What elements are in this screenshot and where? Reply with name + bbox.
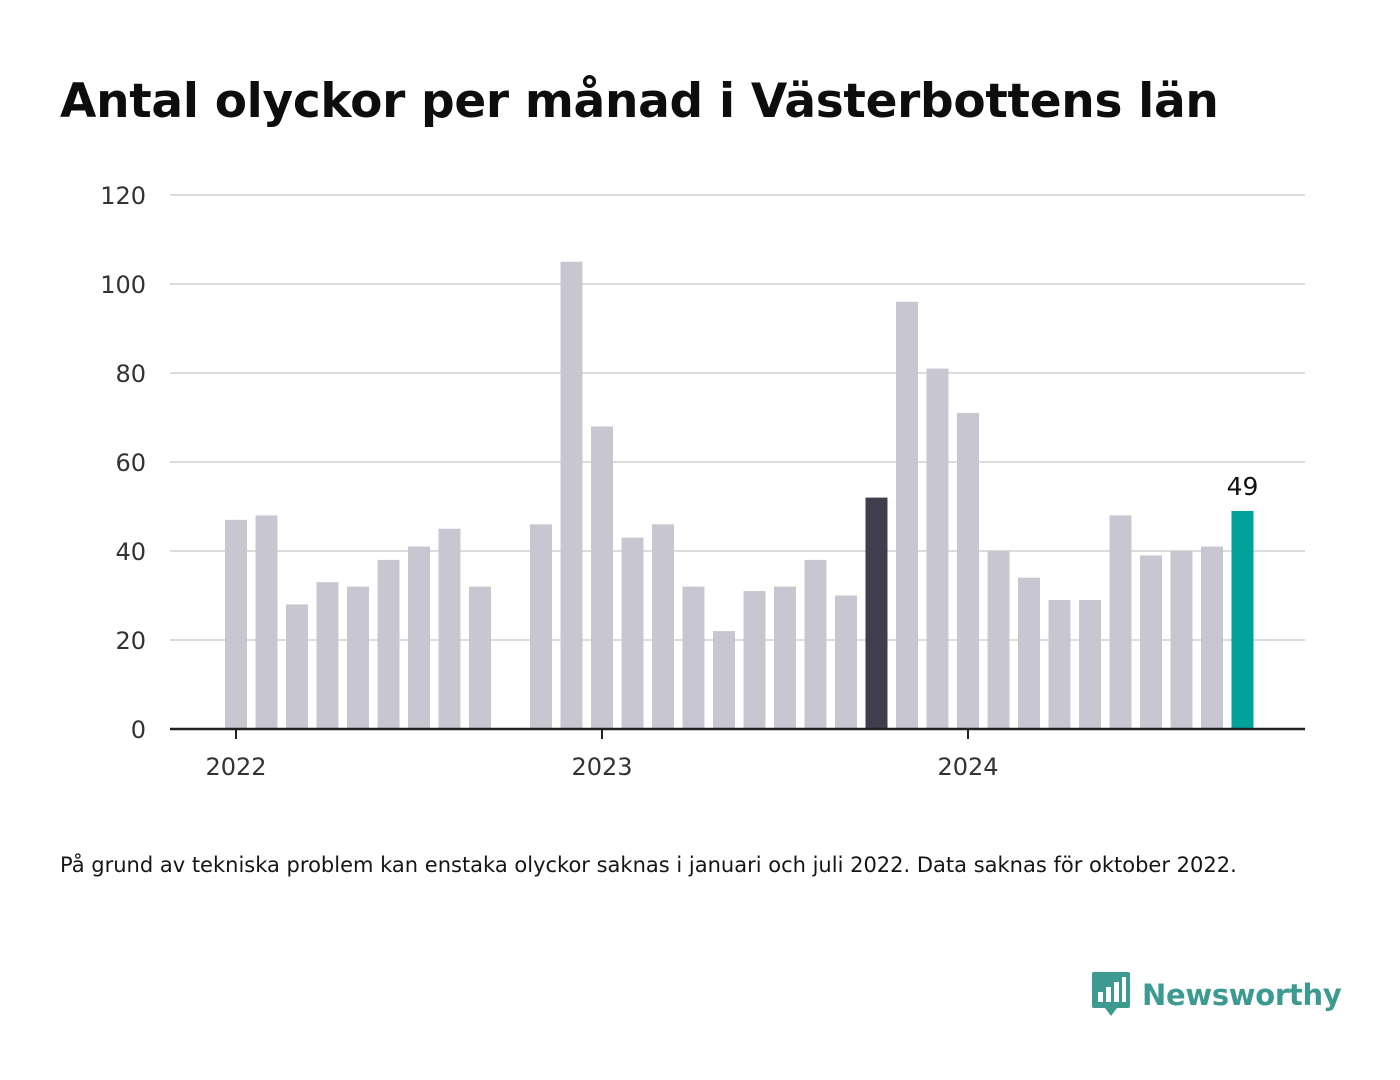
bar-chart-speech-bubble-icon (1092, 972, 1130, 1016)
bar-2023-01 (591, 426, 613, 729)
data-labels: 49 (1227, 472, 1259, 501)
bars (225, 261, 1254, 729)
bar-2023-03 (652, 524, 674, 729)
y-axis-tick-labels: 0 20 40 60 80 100 120 (100, 182, 146, 744)
bar-2023-08 (804, 559, 827, 729)
bar-2023-06 (743, 591, 766, 729)
bar-2023-05 (713, 631, 735, 729)
bar-2024-10 (1231, 510, 1254, 729)
bar-2024-02 (987, 551, 1010, 729)
bar-2022-07 (408, 546, 430, 729)
bar-2024-05 (1079, 599, 1101, 729)
bar-2024-09 (1201, 546, 1223, 729)
bar-2022-06 (377, 559, 400, 729)
bar-2024-06 (1109, 515, 1132, 729)
bar-2022-12 (560, 261, 583, 729)
bar-2023-07 (774, 586, 796, 729)
bar-2022-04 (316, 582, 339, 729)
x-tick-label: 2024 (937, 753, 998, 781)
brand-name: Newsworthy (1142, 978, 1342, 1012)
y-tick-label: 120 (100, 182, 146, 210)
x-axis-tick-labels: 2022 2023 2024 (205, 729, 999, 781)
bar-2023-09 (835, 595, 857, 729)
footnote: På grund av tekniska problem kan enstaka… (60, 853, 1237, 877)
bar-2022-02 (255, 515, 278, 729)
y-tick-label: 100 (100, 271, 146, 299)
bar-2022-11 (530, 524, 552, 729)
data-label-2024-10: 49 (1227, 472, 1259, 501)
bar-2023-04 (682, 586, 705, 729)
bar-2024-01 (957, 413, 979, 729)
bar-2022-03 (286, 604, 308, 729)
bar-2023-11 (896, 301, 918, 729)
bar-2024-04 (1048, 599, 1071, 729)
x-tick-label: 2023 (571, 753, 632, 781)
bar-2024-08 (1170, 551, 1193, 729)
bar-chart: 0 20 40 60 80 100 120 2022 2023 2024 49 (100, 182, 1305, 781)
bar-2024-03 (1018, 577, 1040, 729)
y-tick-label: 20 (115, 627, 146, 655)
bar-2022-01 (225, 519, 247, 729)
gridlines (170, 194, 1305, 641)
bar-2022-05 (347, 586, 369, 729)
y-tick-label: 40 (115, 538, 146, 566)
y-tick-label: 80 (115, 360, 146, 388)
y-tick-label: 60 (115, 449, 146, 477)
bar-2023-02 (621, 537, 644, 729)
bar-2023-10 (865, 497, 888, 729)
chart-title: Antal olyckor per månad i Västerbottens … (60, 74, 1219, 129)
bar-2023-12 (926, 368, 949, 729)
bar-2024-07 (1140, 555, 1162, 729)
bar-2022-08 (438, 528, 461, 729)
y-tick-label: 0 (131, 716, 146, 744)
x-tick-label: 2022 (205, 753, 266, 781)
brand-logo[interactable]: Newsworthy (1090, 970, 1342, 1020)
bar-2022-09 (469, 586, 491, 729)
